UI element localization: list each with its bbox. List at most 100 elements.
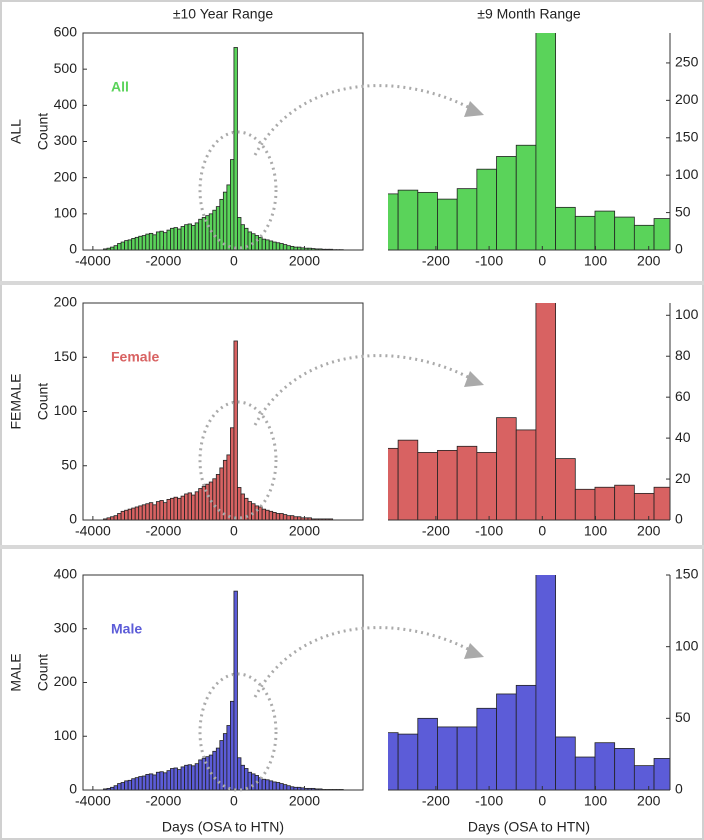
bar [437,726,458,790]
bar [145,503,150,520]
bar [226,725,231,790]
x-tick-label: -2000 [145,793,181,809]
y-tick-label: 300 [54,132,78,148]
bar [222,733,228,790]
x-tick-label: 0 [230,253,238,269]
bars [388,33,670,250]
bar [134,777,140,790]
bar [187,223,193,250]
bars [103,340,334,520]
bar [215,474,221,520]
bar [145,774,150,790]
bar [456,445,478,520]
bar [226,454,231,520]
row-separator [0,545,704,549]
bar [515,684,537,790]
bar [233,590,238,790]
bar [219,198,224,250]
bar [515,144,537,250]
bar [237,757,242,790]
bar [614,484,635,520]
bar [388,732,399,790]
bar [286,245,291,250]
bar [535,575,557,790]
bar [240,493,245,520]
bar [159,230,164,250]
bar [163,502,168,520]
y-tick-label: 0 [69,781,77,797]
bar [289,245,295,250]
bar [254,505,260,520]
bar [279,783,284,790]
x-tick-label: 100 [584,523,608,539]
bar [594,486,616,520]
bar [282,514,288,520]
bar [226,184,231,250]
bar [212,478,217,520]
bar [286,785,291,790]
bars [103,47,344,250]
bar [131,507,136,520]
bar [275,782,281,790]
bar [134,236,140,250]
y-tick-label: 50 [675,203,691,219]
bar [535,303,557,520]
highlight-ellipse [198,672,278,792]
x-axis-label: Days (OSA to HTN) [162,819,284,835]
bar [237,487,242,520]
bar [124,780,129,790]
bar [265,779,270,790]
bar [286,515,291,520]
bar [633,224,655,250]
row-label: MALE [8,653,24,691]
bar [272,781,277,790]
bar [180,226,185,250]
bar [177,497,182,520]
bar [215,747,221,790]
x-tick-label: 0 [230,793,238,809]
bar [124,240,129,250]
row-separator [0,281,704,285]
x-tick-label: 2000 [289,523,320,539]
x-tick-label: -4000 [75,793,111,809]
bar [417,717,438,790]
bar [127,508,133,520]
bar [496,693,517,790]
highlight-ellipse [198,130,278,250]
x-tick-label: -200 [422,793,450,809]
bar [127,239,133,250]
bar [275,513,281,520]
bars [388,303,670,520]
bar [184,764,189,790]
y-tick-label: 200 [54,673,78,689]
bar [272,241,277,250]
bar [141,235,147,250]
x-tick-label: 0 [538,253,546,269]
y-tick-label: 60 [675,388,691,404]
bar [397,733,419,790]
bar [614,216,635,250]
bar [159,771,164,790]
bar [456,188,478,250]
bar [113,245,118,250]
bar [258,506,263,520]
x-tick-label: 200 [637,793,661,809]
bar [166,770,171,790]
panel-title: ±10 Year Range [173,6,274,22]
y-tick-label: 150 [54,348,78,364]
bar [574,488,596,520]
bar [184,493,189,520]
bar [152,234,157,250]
bar [155,501,161,520]
bar [134,506,140,520]
bar [397,189,419,250]
bar [251,233,256,250]
x-tick-label: 200 [637,253,661,269]
bar [496,156,517,250]
bar [251,503,256,520]
x-tick-label: -200 [422,523,450,539]
bar [117,783,122,790]
bar [268,780,274,790]
